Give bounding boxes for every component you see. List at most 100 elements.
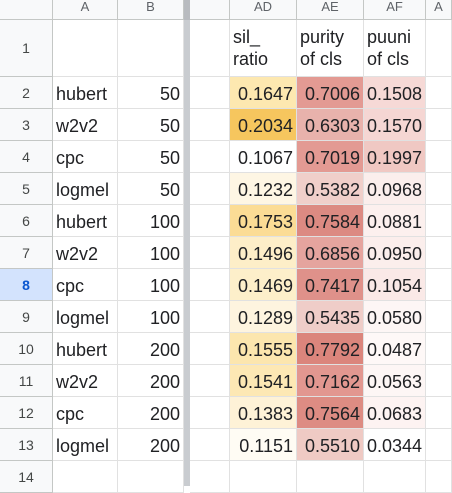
cell-puuni[interactable]: 0.0881 (364, 205, 426, 237)
cell-sil-ratio[interactable]: 0.1232 (230, 173, 297, 205)
frozen-column-divider[interactable] (184, 0, 190, 486)
cell-partial-6[interactable] (190, 205, 230, 237)
cell-purity[interactable]: 0.7006 (297, 77, 364, 109)
cell-ag-3[interactable] (426, 109, 452, 141)
cell-sil-ratio[interactable]: 0.1067 (230, 141, 297, 173)
cell-purity[interactable]: 0.7584 (297, 205, 364, 237)
cell-puuni[interactable]: 0.0950 (364, 237, 426, 269)
cell-puuni[interactable]: 0.0580 (364, 301, 426, 333)
cell-clusters[interactable]: 100 (118, 301, 184, 333)
row-header-4[interactable]: 4 (0, 141, 53, 173)
column-header-partial[interactable] (190, 0, 230, 20)
cell-clusters[interactable]: 200 (118, 397, 184, 429)
column-header-ad[interactable]: AD (230, 0, 297, 20)
cell-purity[interactable]: 0.7162 (297, 365, 364, 397)
cell-sil-ratio[interactable]: 0.1541 (230, 365, 297, 397)
cell-af-14[interactable] (364, 461, 426, 493)
cell-purity[interactable]: 0.6856 (297, 237, 364, 269)
cell-puuni[interactable]: 0.1508 (364, 77, 426, 109)
row-header-14[interactable]: 14 (0, 461, 53, 493)
cell-ag-6[interactable] (426, 205, 452, 237)
cell-purity[interactable]: 0.7564 (297, 397, 364, 429)
cell-ag-2[interactable] (426, 77, 452, 109)
cell-purity[interactable]: 0.5435 (297, 301, 364, 333)
cell-clusters[interactable]: 100 (118, 205, 184, 237)
column-header-a[interactable]: A (53, 0, 118, 20)
row-header-9[interactable]: 9 (0, 301, 53, 333)
cell-sil-ratio[interactable]: 0.1753 (230, 205, 297, 237)
cell-a-1[interactable] (53, 20, 118, 77)
cell-clusters[interactable]: 200 (118, 333, 184, 365)
cell-puuni[interactable]: 0.1997 (364, 141, 426, 173)
cell-sil-ratio[interactable]: 0.1383 (230, 397, 297, 429)
cell-b-14[interactable] (118, 461, 184, 493)
cell-ad-14[interactable] (230, 461, 297, 493)
cell-partial-12[interactable] (190, 397, 230, 429)
cell-puuni[interactable]: 0.0344 (364, 429, 426, 461)
cell-partial-14[interactable] (190, 461, 230, 493)
row-header-8[interactable]: 8 (0, 269, 53, 301)
header-cell-ae[interactable]: purity of cls (297, 20, 364, 77)
row-header-2[interactable]: 2 (0, 77, 53, 109)
row-header-7[interactable]: 7 (0, 237, 53, 269)
cell-clusters[interactable]: 100 (118, 269, 184, 301)
cell-ag-12[interactable] (426, 397, 452, 429)
cell-ag-8[interactable] (426, 269, 452, 301)
cell-puuni[interactable]: 0.0487 (364, 333, 426, 365)
select-all-corner[interactable] (0, 0, 53, 20)
cell-partial-9[interactable] (190, 301, 230, 333)
cell-encoder[interactable]: hubert (53, 77, 118, 109)
column-header-ae[interactable]: AE (297, 0, 364, 20)
cell-partial-2[interactable] (190, 77, 230, 109)
cell-encoder[interactable]: w2v2 (53, 365, 118, 397)
cell-encoder[interactable]: hubert (53, 333, 118, 365)
cell-sil-ratio[interactable]: 0.1647 (230, 77, 297, 109)
cell-ag-5[interactable] (426, 173, 452, 205)
cell-partial-8[interactable] (190, 269, 230, 301)
header-cell-af[interactable]: puuni of cls (364, 20, 426, 77)
cell-partial-3[interactable] (190, 109, 230, 141)
cell-b-1[interactable] (118, 20, 184, 77)
cell-encoder[interactable]: hubert (53, 205, 118, 237)
cell-ag-10[interactable] (426, 333, 452, 365)
cell-ag-14[interactable] (426, 461, 452, 493)
cell-ag-7[interactable] (426, 237, 452, 269)
cell-a-14[interactable] (53, 461, 118, 493)
cell-purity[interactable]: 0.7019 (297, 141, 364, 173)
cell-clusters[interactable]: 100 (118, 237, 184, 269)
row-header-5[interactable]: 5 (0, 173, 53, 205)
cell-sil-ratio[interactable]: 0.1469 (230, 269, 297, 301)
row-header-11[interactable]: 11 (0, 365, 53, 397)
cell-encoder[interactable]: logmel (53, 429, 118, 461)
row-header-13[interactable]: 13 (0, 429, 53, 461)
cell-sil-ratio[interactable]: 0.1555 (230, 333, 297, 365)
cell-encoder[interactable]: logmel (53, 173, 118, 205)
row-header-10[interactable]: 10 (0, 333, 53, 365)
cell-ag-9[interactable] (426, 301, 452, 333)
cell-encoder[interactable]: logmel (53, 301, 118, 333)
cell-purity[interactable]: 0.5510 (297, 429, 364, 461)
row-header-1[interactable]: 1 (0, 20, 53, 77)
cell-ag-11[interactable] (426, 365, 452, 397)
cell-ag-1[interactable] (426, 20, 452, 77)
column-header-af[interactable]: AF (364, 0, 426, 20)
cell-partial-10[interactable] (190, 333, 230, 365)
cell-partial-4[interactable] (190, 141, 230, 173)
row-header-12[interactable]: 12 (0, 397, 53, 429)
cell-clusters[interactable]: 50 (118, 173, 184, 205)
cell-encoder[interactable]: cpc (53, 269, 118, 301)
column-header-b[interactable]: B (118, 0, 184, 20)
cell-clusters[interactable]: 50 (118, 109, 184, 141)
cell-puuni[interactable]: 0.1570 (364, 109, 426, 141)
cell-puuni[interactable]: 0.0683 (364, 397, 426, 429)
cell-puuni[interactable]: 0.1054 (364, 269, 426, 301)
cell-sil-ratio[interactable]: 0.2034 (230, 109, 297, 141)
cell-clusters[interactable]: 50 (118, 141, 184, 173)
cell-purity[interactable]: 0.5382 (297, 173, 364, 205)
cell-sil-ratio[interactable]: 0.1496 (230, 237, 297, 269)
cell-purity[interactable]: 0.7417 (297, 269, 364, 301)
cell-clusters[interactable]: 50 (118, 77, 184, 109)
cell-clusters[interactable]: 200 (118, 429, 184, 461)
frozen-divider-handle[interactable] (184, 0, 190, 20)
cell-ae-14[interactable] (297, 461, 364, 493)
